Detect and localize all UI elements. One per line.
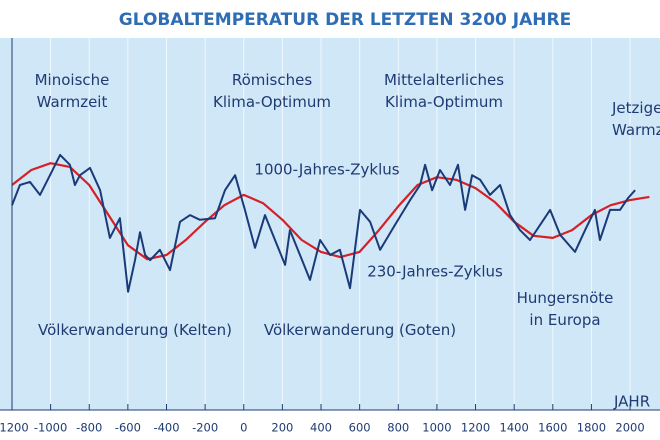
annotation: Hungersnöte in Europa <box>517 289 614 329</box>
annotation-line: Hungersnöte <box>517 289 614 307</box>
annotation-line: Warmzeit <box>37 93 108 111</box>
annotation-line: in Europa <box>529 311 600 329</box>
x-tick-label: 600 <box>349 421 371 435</box>
annotation-line: Römisches <box>232 71 313 89</box>
x-tick-label: 1600 <box>538 421 567 435</box>
annotation: Minoische Warmzeit <box>35 71 110 111</box>
x-tick-label: -200 <box>192 421 218 435</box>
chart-title: GLOBALTEMPERATUR DER LETZTEN 3200 JAHRE <box>119 10 571 30</box>
annotation-line: Warmzeit <box>612 121 660 139</box>
x-tick-label: 1000 <box>422 421 451 435</box>
annotation-line: Jetzige <box>611 99 660 117</box>
x-tick-label: 800 <box>387 421 409 435</box>
annotation-line: Völkerwanderung (Goten) <box>264 321 456 339</box>
annotation: Mittelalterliches Klima-Optimum <box>384 71 504 111</box>
x-tick-label: -1200 <box>0 421 29 435</box>
annotation: Völkerwanderung (Kelten) <box>38 321 232 339</box>
annotation: Jetzige Warmzeit <box>611 99 660 139</box>
x-tick-label: 2000 <box>615 421 644 435</box>
annotation-line: Klima-Optimum <box>385 93 503 111</box>
x-tick-label: -400 <box>153 421 179 435</box>
annotation-line: Minoische <box>35 71 110 89</box>
x-tick-label: -800 <box>76 421 102 435</box>
annotation: Römisches Klima-Optimum <box>213 71 331 111</box>
x-tick-label: 1400 <box>500 421 529 435</box>
x-tick-label: 200 <box>271 421 293 435</box>
x-tick-label: -1000 <box>34 421 67 435</box>
x-tick-label: -600 <box>115 421 141 435</box>
series-label: 1000-Jahres-Zyklus <box>254 161 399 179</box>
series-label: 230-Jahres-Zyklus <box>367 263 503 281</box>
annotation-line: Völkerwanderung (Kelten) <box>38 321 232 339</box>
x-tick-label: 1800 <box>577 421 606 435</box>
x-axis-label: JAHR <box>613 393 650 411</box>
x-tick-label: 400 <box>310 421 332 435</box>
annotation-line: Mittelalterliches <box>384 71 504 89</box>
annotation: Völkerwanderung (Goten) <box>264 321 456 339</box>
series-line <box>11 153 636 293</box>
x-tick-label: 0 <box>240 421 247 435</box>
plot-background <box>0 38 660 410</box>
x-tick-label: 1200 <box>461 421 490 435</box>
annotation-line: Klima-Optimum <box>213 93 331 111</box>
